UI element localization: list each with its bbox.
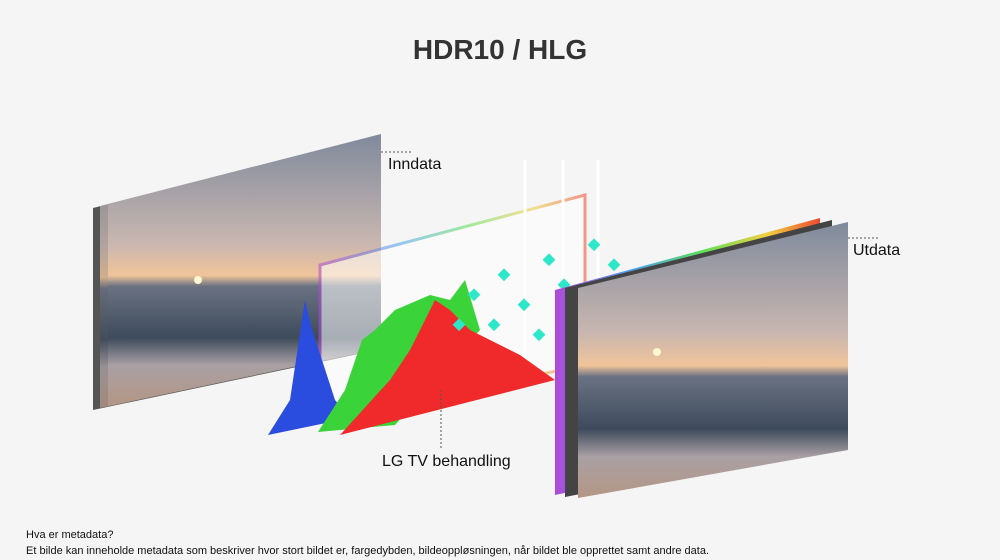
processing-label: LG TV behandling: [382, 453, 511, 470]
output-label: Utdata: [853, 242, 901, 259]
footer-answer: Et bilde kan inneholde metadata som besk…: [26, 545, 710, 557]
output-image-stack: [555, 218, 848, 498]
histogram-blue: [268, 300, 350, 435]
footer-note: Hva er metadata? Et bilde kan inneholde …: [26, 527, 709, 559]
histogram-red: [340, 300, 555, 435]
page-title: HDR10 / HLG: [412, 34, 588, 65]
histograms: [268, 280, 555, 435]
footer-question: Hva er metadata?: [26, 529, 114, 541]
input-label: Inndata: [388, 156, 442, 173]
leader-lines: [381, 151, 880, 448]
